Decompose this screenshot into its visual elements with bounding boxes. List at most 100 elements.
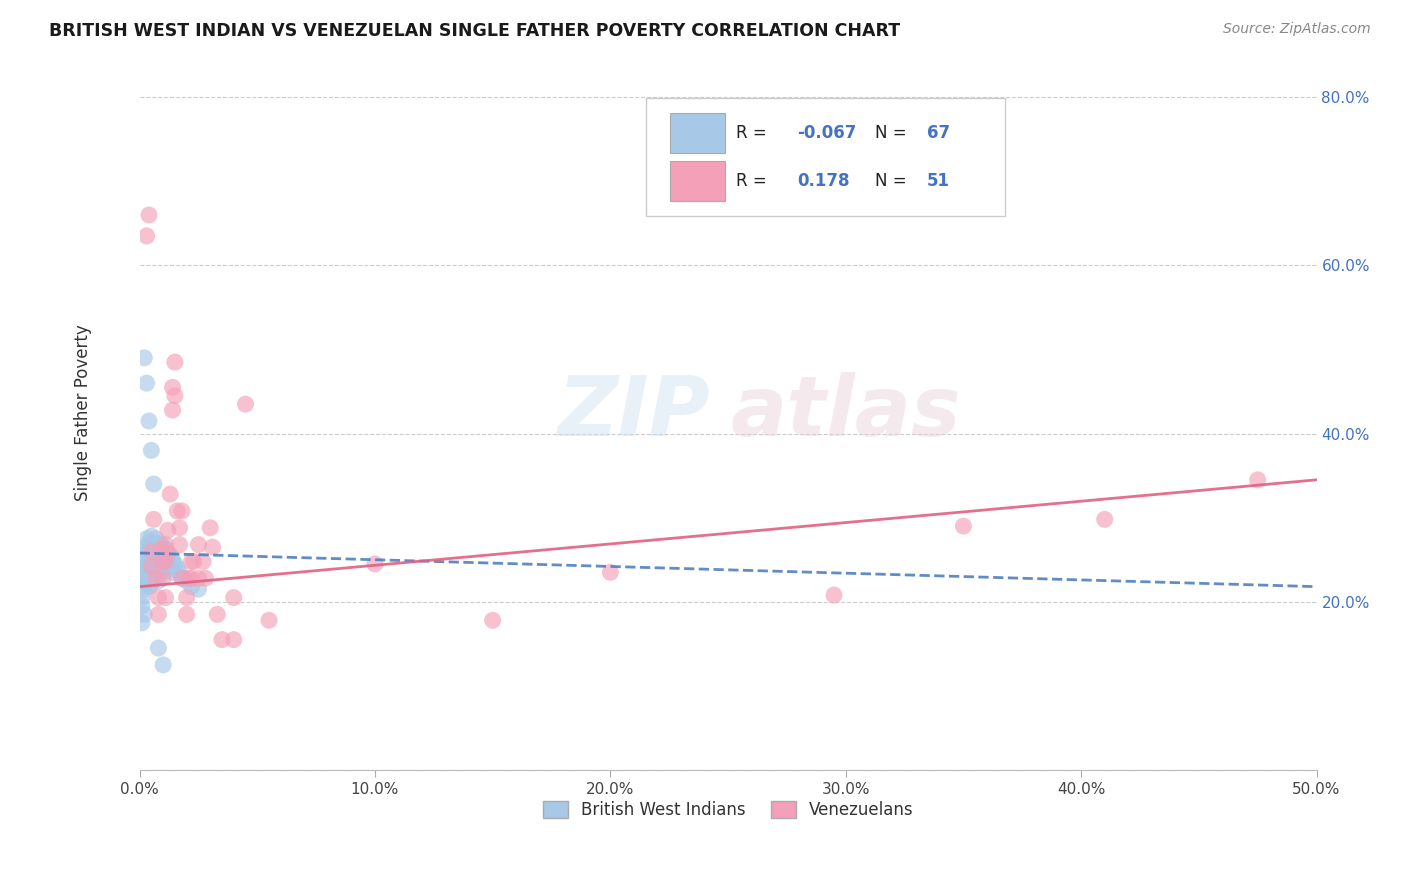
Point [138, 559, 160, 574]
Point [162, 380, 184, 394]
Point [145, 557, 167, 571]
Point [152, 657, 174, 672]
FancyBboxPatch shape [671, 161, 724, 202]
Point [162, 403, 184, 417]
Point [141, 576, 163, 591]
Point [159, 487, 181, 501]
Point [170, 571, 193, 585]
Point [142, 477, 165, 491]
Legend: British West Indians, Venezuelans: British West Indians, Venezuelans [536, 795, 920, 826]
Point [222, 591, 245, 605]
Point [141, 529, 163, 543]
Point [163, 389, 186, 403]
Point [156, 558, 179, 573]
Point [159, 561, 181, 575]
Point [155, 538, 177, 552]
Point [176, 574, 198, 588]
Point [131, 549, 153, 563]
Point [138, 536, 160, 550]
Point [155, 542, 177, 557]
Point [135, 544, 157, 558]
Point [152, 571, 174, 585]
Point [156, 524, 179, 538]
Point [142, 549, 165, 563]
Point [145, 544, 167, 558]
Point [257, 613, 280, 627]
Point [163, 557, 186, 571]
Point [152, 553, 174, 567]
Point [135, 566, 157, 580]
Point [134, 540, 156, 554]
Point [135, 554, 157, 568]
Point [148, 591, 170, 605]
Point [170, 504, 193, 518]
Point [142, 538, 165, 552]
Point [201, 540, 224, 554]
Point [156, 546, 179, 560]
Text: ZIP: ZIP [558, 372, 710, 453]
Text: Single Father Poverty: Single Father Poverty [75, 324, 91, 501]
Point [135, 576, 157, 591]
Point [180, 580, 202, 594]
Text: Source: ZipAtlas.com: Source: ZipAtlas.com [1223, 22, 1371, 37]
Point [148, 574, 170, 588]
Point [149, 542, 172, 557]
Point [364, 557, 387, 571]
Point [169, 521, 191, 535]
Text: 67: 67 [927, 124, 950, 142]
Point [145, 567, 167, 582]
Point [141, 554, 163, 568]
Point [141, 566, 163, 580]
Point [135, 376, 157, 391]
Point [138, 569, 160, 583]
Point [1247, 473, 1270, 487]
Text: R =: R = [737, 124, 768, 142]
Point [134, 574, 156, 588]
Text: BRITISH WEST INDIAN VS VENEZUELAN SINGLE FATHER POVERTY CORRELATION CHART: BRITISH WEST INDIAN VS VENEZUELAN SINGLE… [49, 22, 900, 40]
Point [138, 580, 160, 594]
Point [148, 607, 170, 622]
Point [141, 544, 163, 558]
Text: -0.067: -0.067 [797, 124, 856, 142]
FancyBboxPatch shape [645, 98, 1005, 216]
Point [159, 549, 181, 563]
Text: R =: R = [737, 172, 768, 190]
Point [145, 571, 167, 585]
Point [142, 512, 165, 526]
FancyBboxPatch shape [671, 112, 724, 153]
Point [166, 504, 188, 518]
Point [141, 559, 163, 574]
Point [145, 532, 167, 546]
Point [152, 566, 174, 580]
Text: N =: N = [875, 172, 907, 190]
Point [180, 571, 202, 585]
Text: 51: 51 [927, 172, 950, 190]
Point [148, 536, 170, 550]
Point [155, 555, 177, 569]
Point [135, 532, 157, 546]
Point [187, 582, 209, 597]
Point [135, 229, 157, 244]
Point [131, 566, 153, 580]
Point [162, 553, 184, 567]
Point [156, 546, 179, 560]
Point [155, 591, 177, 605]
Point [176, 591, 198, 605]
Point [149, 551, 172, 566]
Point [134, 561, 156, 575]
Point [149, 563, 172, 577]
Point [207, 607, 229, 622]
Point [142, 559, 165, 574]
Point [194, 571, 217, 585]
Point [134, 582, 156, 597]
Point [148, 549, 170, 563]
Point [187, 571, 209, 585]
Text: 0.178: 0.178 [797, 172, 851, 190]
Point [169, 566, 191, 580]
Point [131, 615, 153, 630]
Point [141, 443, 163, 458]
Point [211, 632, 233, 647]
Text: atlas: atlas [731, 372, 962, 453]
Point [1094, 512, 1116, 526]
Point [176, 607, 198, 622]
